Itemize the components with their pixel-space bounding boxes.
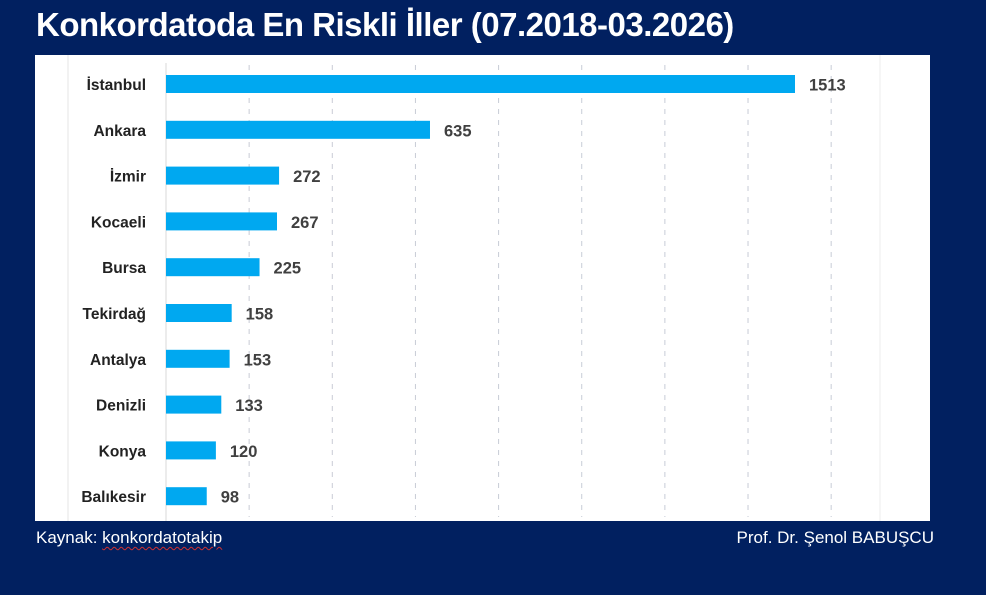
category-label: Antalya (90, 352, 146, 369)
chart-title: Konkordatoda En Riskli İller (07.2018-03… (36, 6, 734, 43)
data-label: 98 (221, 489, 239, 507)
data-label: 120 (230, 443, 258, 461)
bar (166, 487, 207, 506)
source-credit: Kaynak: konkordatotakip (36, 528, 222, 548)
bar-chart: İstanbul 1513 Ankara 635 İzmir 272 Kocaeli 267 B… (67, 55, 881, 521)
category-label: Denizli (96, 398, 146, 415)
author-credit: Prof. Dr. Şenol BABUŞCU (736, 528, 934, 547)
category-label: Konya (99, 443, 147, 460)
category-label: Balıkesir (81, 489, 146, 506)
category-label: Tekirdağ (83, 306, 146, 323)
category-label: Bursa (102, 260, 146, 277)
data-label: 153 (244, 351, 272, 369)
category-label: İstanbul (87, 77, 146, 94)
data-label: 1513 (809, 77, 846, 95)
bar (166, 166, 280, 185)
category-label: Kocaeli (91, 214, 146, 231)
source-value: konkordatotakip (102, 528, 223, 547)
data-label: 635 (444, 122, 472, 140)
data-label: 225 (274, 260, 302, 278)
bar (166, 304, 232, 322)
data-label: 267 (291, 214, 319, 232)
data-label: 272 (293, 168, 321, 186)
bar (166, 120, 430, 139)
bar (166, 258, 260, 277)
bar (166, 441, 216, 460)
category-label: İzmir (110, 169, 146, 186)
category-label: Ankara (93, 123, 146, 140)
chart-panel: İstanbul 1513 Ankara 635 İzmir 272 Kocaeli 267 B… (35, 55, 930, 521)
bar (166, 349, 230, 368)
bar (166, 75, 795, 93)
bar (166, 212, 277, 231)
source-label: Kaynak: (36, 528, 98, 547)
data-label: 158 (246, 306, 274, 324)
bar (166, 395, 222, 414)
data-label: 133 (235, 397, 263, 415)
